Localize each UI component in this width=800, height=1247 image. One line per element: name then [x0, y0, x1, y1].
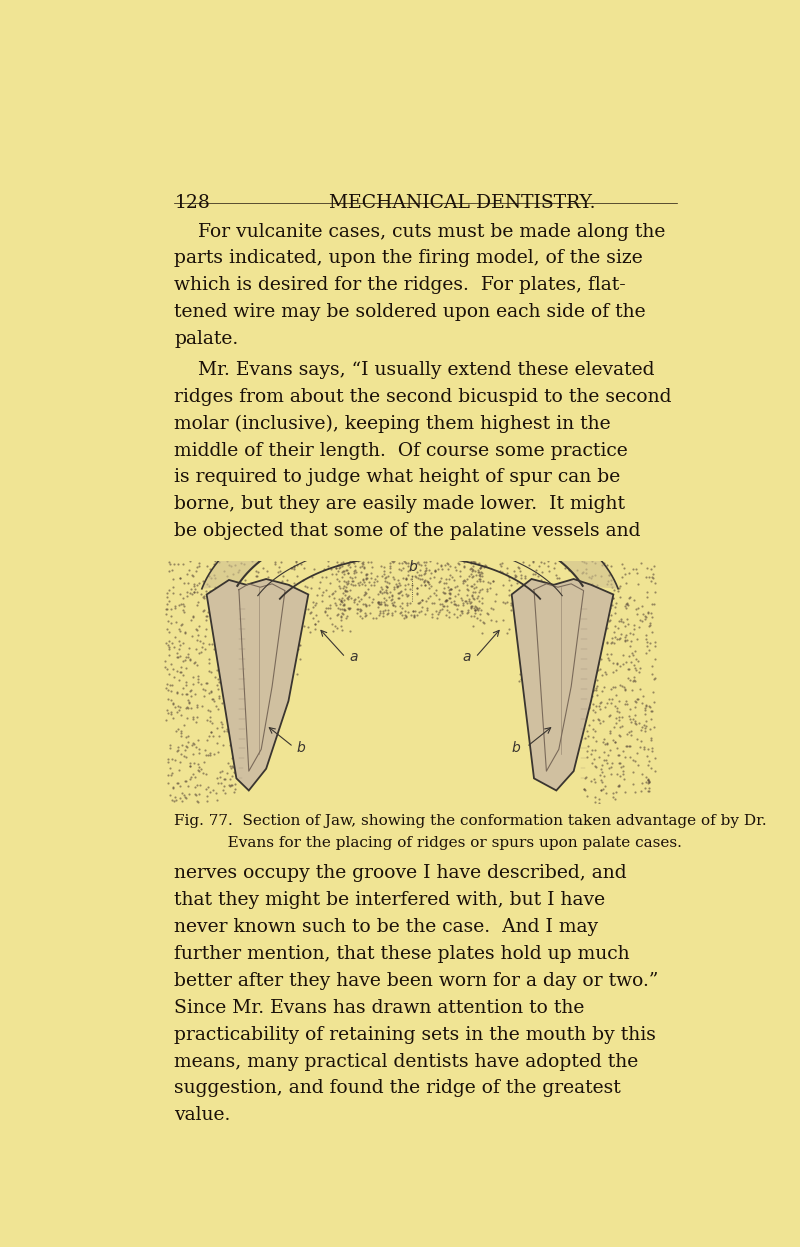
Text: palate.: palate. — [174, 330, 238, 348]
Text: never known such to be the case.  And I may: never known such to be the case. And I m… — [174, 918, 598, 936]
Text: practicability of retaining sets in the mouth by this: practicability of retaining sets in the … — [174, 1026, 656, 1044]
Text: suggestion, and found the ridge of the greatest: suggestion, and found the ridge of the g… — [174, 1080, 621, 1097]
Text: parts indicated, upon the firing model, of the size: parts indicated, upon the firing model, … — [174, 249, 643, 268]
Text: is required to judge what height of spur can be: is required to judge what height of spur… — [174, 469, 621, 486]
Text: which is desired for the ridges.  For plates, flat-: which is desired for the ridges. For pla… — [174, 277, 626, 294]
Text: borne, but they are easily made lower.  It might: borne, but they are easily made lower. I… — [174, 495, 626, 514]
Text: 128: 128 — [174, 193, 210, 212]
Text: MECHANICAL DENTISTRY.: MECHANICAL DENTISTRY. — [330, 193, 596, 212]
Text: Since Mr. Evans has drawn attention to the: Since Mr. Evans has drawn attention to t… — [174, 999, 585, 1016]
Text: value.: value. — [174, 1106, 230, 1125]
Text: molar (inclusive), keeping them highest in the: molar (inclusive), keeping them highest … — [174, 415, 611, 433]
Text: Evans for the placing of ridges or spurs upon palate cases.: Evans for the placing of ridges or spurs… — [174, 837, 682, 850]
Text: Mr. Evans says, “I usually extend these elevated: Mr. Evans says, “I usually extend these … — [174, 360, 655, 379]
Text: that they might be interfered with, but I have: that they might be interfered with, but … — [174, 892, 606, 909]
Text: further mention, that these plates hold up much: further mention, that these plates hold … — [174, 945, 630, 963]
Text: Fig. 77.  Section of Jaw, showing the conformation taken advantage of by Dr.: Fig. 77. Section of Jaw, showing the con… — [174, 814, 767, 828]
Text: middle of their length.  Of course some practice: middle of their length. Of course some p… — [174, 441, 628, 460]
Text: ridges from about the second bicuspid to the second: ridges from about the second bicuspid to… — [174, 388, 672, 405]
Text: For vulcanite cases, cuts must be made along the: For vulcanite cases, cuts must be made a… — [174, 223, 666, 241]
Text: better after they have been worn for a day or two.”: better after they have been worn for a d… — [174, 971, 658, 990]
Text: be objected that some of the palatine vessels and: be objected that some of the palatine ve… — [174, 522, 641, 540]
Text: tened wire may be soldered upon each side of the: tened wire may be soldered upon each sid… — [174, 303, 646, 322]
Text: nerves occupy the groove I have described, and: nerves occupy the groove I have describe… — [174, 864, 627, 883]
Text: means, many practical dentists have adopted the: means, many practical dentists have adop… — [174, 1052, 638, 1071]
